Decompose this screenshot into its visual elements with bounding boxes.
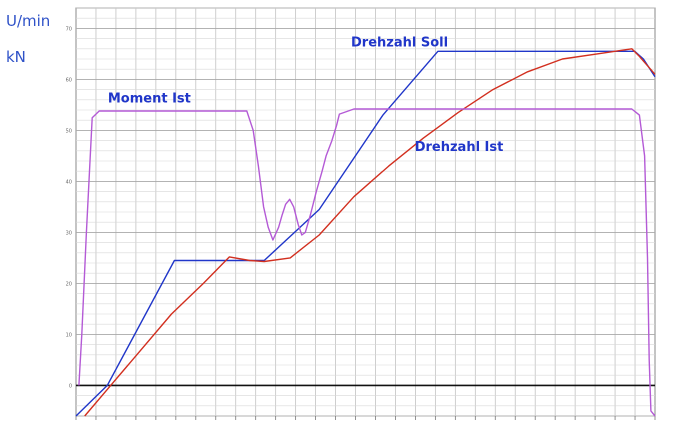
grid <box>75 7 656 417</box>
x-tick-marks <box>75 416 656 420</box>
y-tick-labels: 0 10 20 30 40 50 60 70 <box>66 26 72 389</box>
series-line-2 <box>84 48 656 417</box>
series-line-3 <box>78 108 656 417</box>
y-tick-label: 70 <box>66 26 72 32</box>
series-lines <box>75 48 656 417</box>
series-labels: Drehzahl Soll Drehzahl Ist Moment Ist <box>108 35 504 155</box>
y-unit-label-2: kN <box>6 48 26 66</box>
y-tick-label: 10 <box>66 332 72 338</box>
y-tick-label: 0 <box>69 383 72 389</box>
y-tick-label: 30 <box>66 230 72 236</box>
series-label-3: Moment Ist <box>108 91 191 106</box>
series-label-1: Drehzahl Soll <box>351 35 448 50</box>
series-label-2: Drehzahl Ist <box>415 140 504 155</box>
y-tick-label: 60 <box>66 77 72 83</box>
y-tick-label: 40 <box>66 179 72 185</box>
y-tick-label: 50 <box>66 128 72 134</box>
y-tick-label: 20 <box>66 281 72 287</box>
y-unit-label-1: U/min <box>6 12 50 30</box>
